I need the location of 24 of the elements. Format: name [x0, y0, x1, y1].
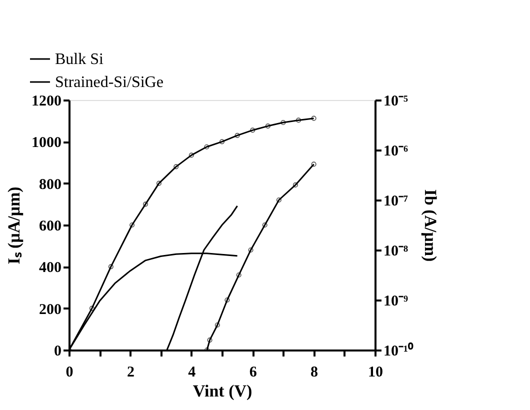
y-axis-title: Iₛ (μA/μm): [4, 186, 24, 264]
x-tick-label: 2: [126, 364, 134, 380]
y-tick-label: 800: [39, 176, 62, 193]
x-tick-label: 6: [249, 364, 258, 380]
y2-tick-label: 10⁻⁸: [384, 244, 408, 260]
legend-label: Strained-Si/SiGe: [55, 74, 164, 91]
x-tick-label: 10: [368, 364, 383, 380]
y-tick-label: 0: [54, 344, 62, 360]
y2-tick-label: 10⁻⁶: [384, 144, 408, 160]
y-tick-label: 1200: [32, 94, 62, 110]
y-tick-label: 1000: [32, 135, 62, 152]
x-axis-title: Vint (V): [192, 382, 252, 400]
legend-label: Bulk Si: [55, 51, 104, 68]
y2-tick-label: 10⁻⁷: [384, 194, 408, 210]
x-tick-label: 8: [310, 364, 318, 380]
y-tick-label: 600: [39, 218, 62, 234]
y-tick-label: 400: [39, 260, 62, 276]
y2-tick-label: 10⁻⁹: [384, 294, 408, 310]
y2-tick-label: 10⁻¹⁰: [384, 342, 414, 360]
y2-tick-label: 10⁻⁵: [384, 94, 408, 110]
x-tick-label: 0: [66, 364, 74, 380]
y2-axis-title: Ib (A/μm): [420, 189, 440, 262]
x-tick-label: 4: [188, 364, 196, 380]
y-tick-label: 200: [39, 302, 62, 318]
